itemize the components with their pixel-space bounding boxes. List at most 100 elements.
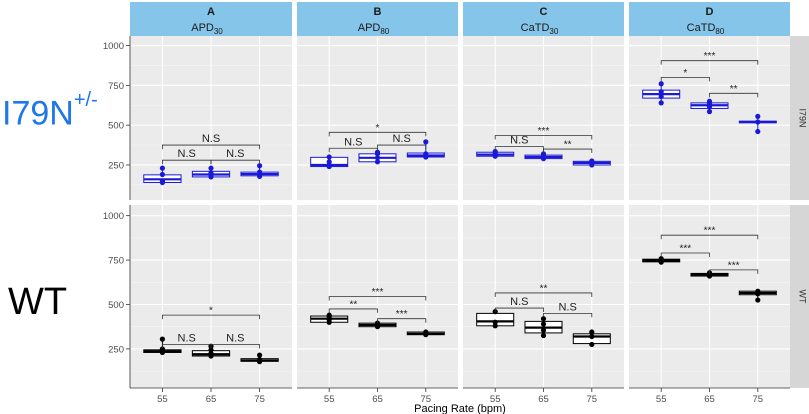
data-point <box>540 327 547 333</box>
data-point <box>492 323 498 329</box>
significance-bracket: *** <box>660 226 759 240</box>
bracket-line <box>328 131 427 137</box>
data-point <box>208 350 214 356</box>
data-point <box>706 98 713 104</box>
significance-bracket: * <box>162 306 260 320</box>
x-tick-label: 65 <box>372 394 383 405</box>
box-r1-c3-x2 <box>738 288 777 303</box>
x-tick-label: 75 <box>421 394 432 405</box>
bracket-line <box>494 307 544 313</box>
significance-bracket: *** <box>660 243 710 257</box>
bracket-line <box>494 292 593 297</box>
bracket-label: N.S <box>226 148 244 160</box>
box-r1-c2-x2 <box>572 329 611 348</box>
x-tick-label: 65 <box>206 394 217 405</box>
significance-bracket: *** <box>377 309 427 323</box>
bracket-line <box>660 252 710 257</box>
data-point <box>159 171 165 178</box>
x-tick-label: 75 <box>254 394 265 405</box>
x-tick-label: 65 <box>538 394 549 405</box>
box-r1-c0-x1 <box>191 343 231 359</box>
bracket-line <box>210 159 260 165</box>
data-point <box>492 319 498 325</box>
bracket-label: * <box>683 68 687 79</box>
data-point <box>540 316 547 322</box>
x-tick-label: 55 <box>324 394 335 405</box>
bracket-line <box>709 269 759 274</box>
row-label-i79n-sup: +/- <box>73 89 98 111</box>
bracket-label: *** <box>728 260 740 271</box>
bracket-label: N.S <box>178 332 196 344</box>
data-point <box>658 93 664 100</box>
data-point <box>208 347 214 353</box>
y-tick-label: 750 <box>108 256 124 267</box>
column-strip-a <box>130 2 292 36</box>
x-axis-title: Pacing Rate (bpm) <box>414 403 506 414</box>
data-point <box>159 165 165 171</box>
column-letter-c: C <box>540 6 548 18</box>
data-point <box>326 312 332 318</box>
column-title-a: APD30 <box>191 22 223 36</box>
data-point <box>326 159 332 165</box>
data-point <box>374 159 381 165</box>
bracket-label: *** <box>538 126 550 137</box>
bracket-label: ** <box>349 299 357 310</box>
column-letter-b: B <box>374 6 382 18</box>
data-point <box>658 89 664 95</box>
column-letter-a: A <box>207 6 215 18</box>
bracket-line <box>494 135 593 140</box>
data-point <box>755 113 761 120</box>
box-r0-c1-x1 <box>358 149 397 165</box>
bracket-label: N.S <box>510 296 528 308</box>
significance-bracket: ** <box>494 283 593 297</box>
significance-bracket: N.S <box>377 133 427 150</box>
box-r0-c1-x0 <box>310 154 349 170</box>
significance-bracket: N.S <box>162 133 260 150</box>
y-tick-label: 500 <box>108 121 124 132</box>
y-tick-label: 500 <box>108 300 124 311</box>
data-point <box>589 158 595 164</box>
bracket-line <box>377 144 427 150</box>
data-point <box>658 256 664 262</box>
significance-bracket: ** <box>543 140 593 154</box>
bracket-label: ** <box>564 140 572 151</box>
bracket-line <box>328 296 427 301</box>
significance-bracket: N.S <box>543 301 593 318</box>
bracket-label: N.S <box>558 301 576 313</box>
box-r0-c0-x1 <box>191 165 231 180</box>
y-tick-label: 1000 <box>103 41 124 52</box>
data-point <box>257 352 263 358</box>
bracket-line <box>162 314 260 320</box>
significance-bracket: ** <box>328 299 378 313</box>
data-point <box>706 109 713 115</box>
bracket-label: *** <box>396 309 408 320</box>
significance-bracket: *** <box>709 260 759 274</box>
bracket-label: * <box>209 306 213 317</box>
box-r1-c0-x0 <box>143 336 182 356</box>
box-r0-c1-x2 <box>406 139 445 160</box>
significance-bracket: *** <box>494 126 593 140</box>
column-strip-c <box>463 2 624 36</box>
y-tick-label: 250 <box>108 160 124 171</box>
row-label-wt: WT <box>8 283 67 321</box>
bracket-line <box>328 308 378 313</box>
significance-bracket: N.S <box>210 148 260 165</box>
bracket-label: *** <box>704 51 716 62</box>
bracket-line <box>660 76 710 82</box>
bracket-line <box>328 147 378 153</box>
significance-bracket: *** <box>328 287 427 301</box>
significance-bracket: N.S <box>210 332 260 349</box>
bracket-label: N.S <box>226 332 244 344</box>
data-point <box>589 341 595 348</box>
row-strip-i79n <box>790 36 809 200</box>
row-label-wt-main: WT <box>8 281 68 323</box>
bracket-label: ** <box>540 283 548 294</box>
bracket-line <box>660 60 759 65</box>
x-tick-label: 55 <box>490 394 501 405</box>
data-point <box>755 297 761 303</box>
data-point <box>159 178 165 184</box>
column-strip-b <box>297 2 458 36</box>
row-label-i79n: I79N+/- <box>2 90 98 130</box>
data-point <box>492 148 498 155</box>
